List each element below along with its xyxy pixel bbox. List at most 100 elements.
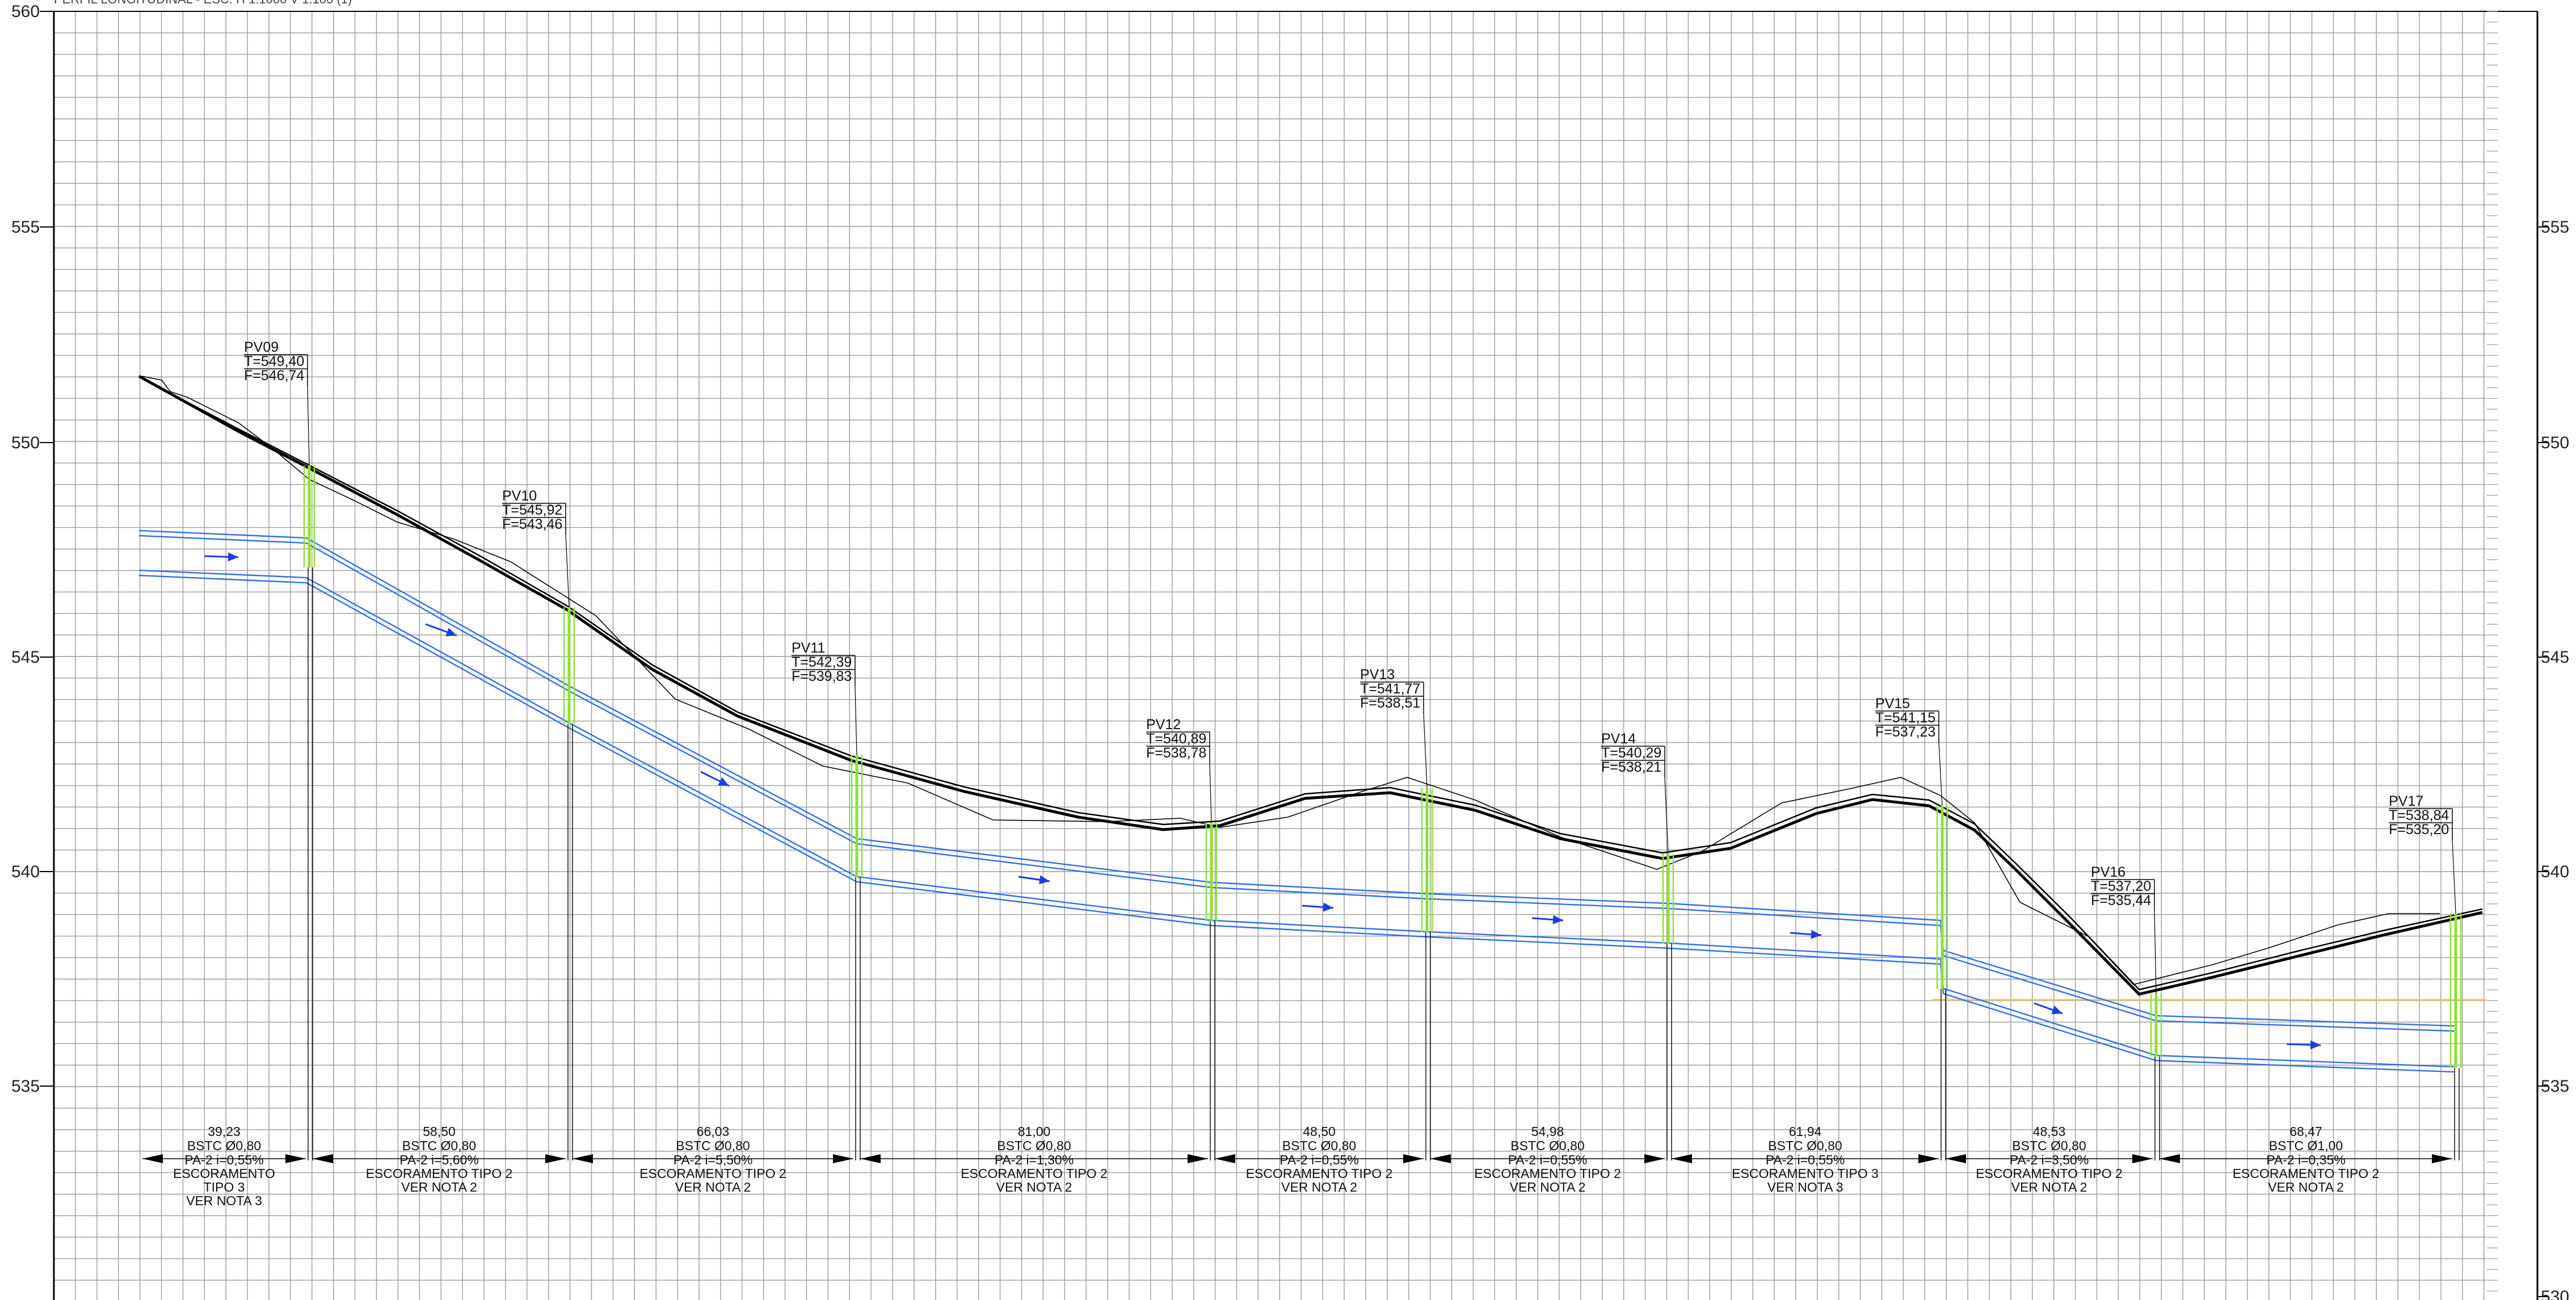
segment-slope: PA-2 i=5,60% [399, 1152, 479, 1167]
manhole-invert-elevation: F=543,46 [502, 516, 562, 532]
manhole-invert-elevation: F=539,83 [792, 668, 852, 684]
manhole-id: PV15 [1875, 696, 1910, 712]
manhole-cover-elevation: T=542,39 [792, 654, 852, 670]
drawing-header: PERFIL LONGITUDINAL - ESC. H 1:1000 V 1:… [54, 0, 352, 6]
elevation-label-left: 540 [11, 863, 40, 881]
flow-arrow-head [1552, 915, 1563, 924]
segment-shoring: ESCORAMENTO TIPO 2 [1474, 1166, 1621, 1181]
elevation-label-right: 535 [2541, 1077, 2569, 1096]
manhole-cover-elevation: T=549,40 [244, 354, 304, 369]
flow-arrow-head [1039, 875, 1050, 885]
terrain-survey-line [141, 376, 2440, 985]
flow-arrow-head [2051, 1005, 2063, 1015]
segment-length: 54,98 [1531, 1124, 1564, 1139]
segment-slope: PA-2 i=0,55% [1279, 1152, 1359, 1167]
flow-arrow-head [445, 628, 457, 637]
segment-pipe-spec: BSTC Ø0,80 [187, 1138, 261, 1153]
segment-shoring: ESCORAMENTO TIPO 2 [961, 1166, 1108, 1181]
manhole-cover-elevation: T=537,20 [2091, 878, 2151, 894]
segment-length: 48,53 [2033, 1124, 2066, 1139]
dimension-arrow-right [2432, 1154, 2452, 1163]
manhole-label-leader [2154, 910, 2157, 995]
manhole-invert-elevation: F=535,44 [2091, 893, 2151, 908]
manhole-label-leader [565, 534, 570, 608]
segment-pipe-spec: BSTC Ø0,80 [1510, 1138, 1584, 1153]
segment-slope: PA-2 i=0,55% [1508, 1152, 1588, 1167]
segment-pipe-spec: BSTC Ø0,80 [997, 1138, 1071, 1153]
segment-note: VER NOTA 3 [186, 1193, 262, 1208]
segment-note: VER NOTA 2 [401, 1180, 477, 1194]
segment-note: VER NOTA 2 [996, 1180, 1072, 1194]
dimension-arrow-right [1403, 1154, 1424, 1163]
manhole-cover-elevation: T=540,29 [1601, 745, 1661, 761]
pipe-invert-inner-line [138, 574, 2455, 1073]
dimension-arrow-left [1215, 1154, 1235, 1163]
manhole-invert-elevation: F=535,20 [2389, 822, 2449, 838]
manhole-id: PV14 [1601, 731, 1636, 747]
manhole-label-leader [855, 686, 857, 755]
segment-pipe-spec: BSTC Ø0,80 [402, 1138, 476, 1153]
segment-note: VER NOTA 2 [2011, 1180, 2087, 1194]
manhole-cover-elevation: T=540,89 [1146, 731, 1206, 747]
manhole-label-leader [1423, 713, 1428, 788]
segment-slope: PA-2 i=0,55% [1766, 1152, 1845, 1167]
manhole-invert-elevation: F=538,51 [1360, 695, 1420, 711]
segment-shoring: ESCORAMENTO TIPO 2 [639, 1166, 786, 1181]
segment-shoring: ESCORAMENTO TIPO 2 [2233, 1166, 2380, 1181]
segment-pipe-spec: BSTC Ø0,80 [676, 1138, 750, 1153]
manhole-label-leader [1664, 777, 1669, 855]
manhole-id: PV10 [502, 488, 537, 504]
flow-arrows [204, 552, 2321, 1050]
manhole-id: PV16 [2091, 864, 2125, 880]
manhole-cover-elevation: T=538,84 [2389, 807, 2449, 823]
manhole-label-leader [2452, 839, 2456, 914]
dimension-arrow-right [285, 1154, 306, 1163]
manhole-label-leader [307, 385, 310, 466]
manhole-id: PV12 [1146, 717, 1181, 733]
segment-shoring: ESCORAMENTO TIPO 3 [1732, 1166, 1879, 1181]
dimension-arrow-left [1672, 1154, 1692, 1163]
dimension-arrow-left [1430, 1154, 1451, 1163]
manhole-label-leader [1938, 742, 1943, 806]
manhole-cover-elevation: T=545,92 [502, 502, 562, 518]
manhole-cover-elevation: T=541,15 [1875, 710, 1935, 726]
segment-shoring: TIPO 3 [204, 1180, 245, 1194]
segment-pipe-spec: BSTC Ø0,80 [2012, 1138, 2086, 1153]
segment-slope: PA-2 i=3,50% [2010, 1152, 2089, 1167]
flow-arrow-head [718, 777, 729, 786]
manhole-label-leader [1209, 763, 1212, 823]
segment-shoring: ESCORAMENTO TIPO 2 [1976, 1166, 2123, 1181]
flow-arrow-head [1323, 902, 1333, 912]
dimension-arrow-left [142, 1154, 163, 1163]
segment-note: VER NOTA 2 [675, 1180, 751, 1194]
elevation-label-left: 560 [11, 2, 40, 21]
dimension-arrow-left [1946, 1154, 1966, 1163]
dimension-arrow-right [545, 1154, 566, 1163]
segment-shoring: ESCORAMENTO [173, 1166, 275, 1181]
segment-length: 48,50 [1303, 1124, 1336, 1139]
elevation-label-right: 540 [2541, 863, 2569, 881]
manhole-invert-elevation: F=537,23 [1875, 724, 1935, 740]
dimension-arrow-left [313, 1154, 333, 1163]
segment-length: 81,00 [1018, 1124, 1051, 1139]
segment-note: VER NOTA 2 [1510, 1180, 1586, 1194]
dimension-arrow-right [1918, 1154, 1939, 1163]
elevation-label-left: 555 [11, 218, 40, 237]
elevation-labels: 560 555 550 545 540 535 555 550 545 540 535 530 [11, 2, 2569, 1300]
dimension-arrow-right [1644, 1154, 1665, 1163]
segment-slope: PA-2 i=0,55% [184, 1152, 264, 1167]
segment-slope: PA-2 i=0,35% [2266, 1152, 2346, 1167]
profile-grid [53, 11, 2539, 1300]
segment-pipe-spec: BSTC Ø0,80 [1282, 1138, 1356, 1153]
elevation-label-left: 545 [11, 648, 40, 667]
segment-slope: PA-2 i=1,30% [995, 1152, 1074, 1167]
segment-length: 66,03 [697, 1124, 730, 1139]
manhole-id: PV09 [244, 339, 279, 355]
elevation-label-left: 550 [11, 434, 40, 452]
flow-arrow-head [2310, 1040, 2321, 1050]
dimension-arrow-left [573, 1154, 593, 1163]
segment-slope: PA-2 i=5,50% [674, 1152, 753, 1167]
